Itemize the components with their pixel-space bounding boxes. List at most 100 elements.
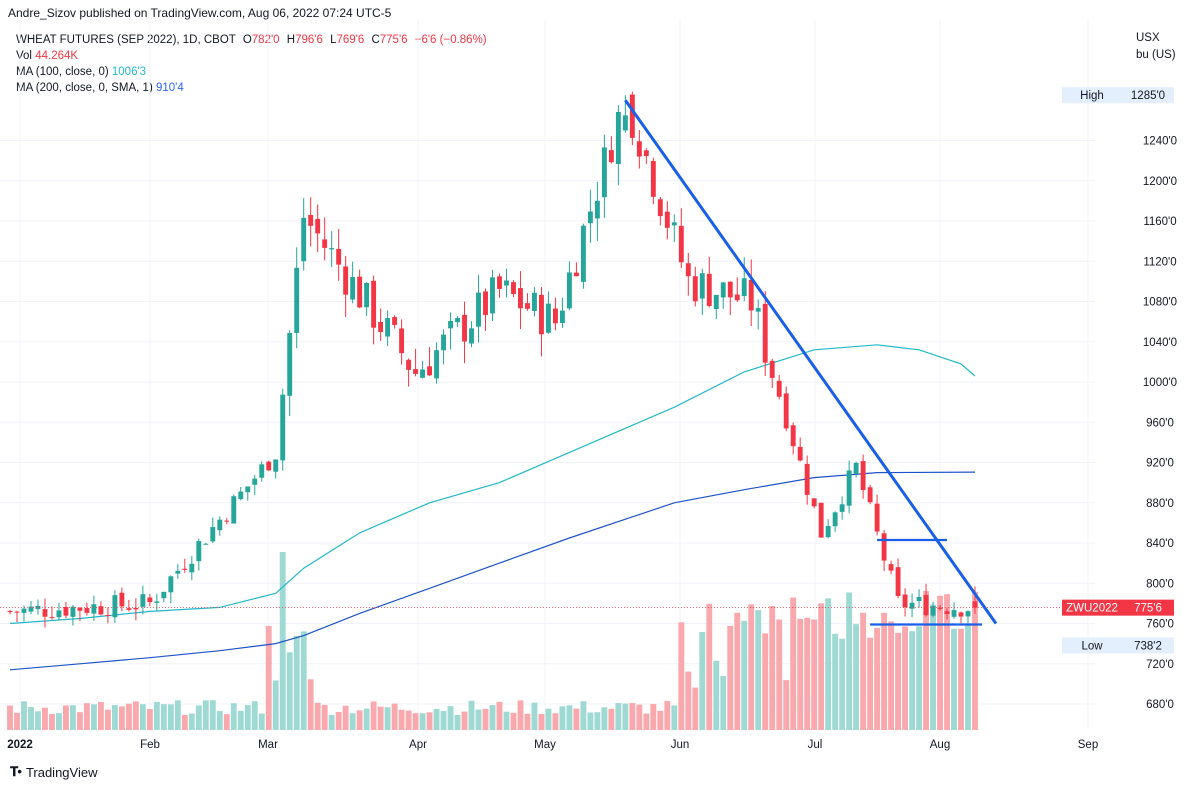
volume-bar [923,591,929,730]
volume-bar [125,703,132,730]
volume-bar [76,712,83,730]
candle-body [385,318,391,337]
candle-body [748,279,754,311]
candle-body [839,504,845,512]
candle-body [944,611,950,615]
volume-bar [776,619,783,730]
candle-body [902,594,908,608]
ma100-line [9,344,976,625]
symbol-title[interactable]: WHEAT FUTURES (SEP 2022), 1D, CBOT [16,34,236,46]
candle-body [490,277,495,314]
candle-body [413,369,419,374]
volume-bar [615,702,622,730]
unit-currency: USX [1136,32,1160,44]
candle-body [238,491,244,500]
legend-ma200-row[interactable]: MA (200, close, 0, SMA, 1) 910'4 [16,80,487,96]
candle-body [378,321,384,332]
high-value: 796'6 [295,34,323,46]
volume-bar [174,700,181,730]
candle-body [210,527,216,542]
candle-body [434,350,440,379]
candle-body [196,541,202,562]
candle-body [98,606,104,615]
candle-body [14,611,20,613]
volume-bar [741,620,748,730]
volume-bar [664,701,671,730]
candle-body [161,591,167,599]
volume-bar [916,626,922,730]
price-label-high: High 1285'0 [1062,87,1174,104]
candle-body [972,601,978,608]
candle-body [371,280,377,328]
candle-body [21,608,27,613]
volume-bar [713,660,720,730]
volume-bar [293,635,300,730]
volume-bar [727,625,734,730]
volume-bar [888,621,895,730]
volume-bar [209,700,216,730]
candle-body [140,594,146,607]
candle-body [916,596,922,602]
candle-body [811,498,817,507]
tradingview-logo-icon: 𝐓• [10,764,22,779]
candle-body [532,292,537,311]
x-tick-label: Feb [140,739,160,751]
volume-bar [265,626,272,730]
candle-body [545,303,551,333]
x-tick-label: Mar [258,739,278,751]
candle-body [713,294,719,310]
candle-body [28,606,34,612]
candle-body [643,150,649,157]
candle-body [35,605,41,610]
candle-body [720,282,726,298]
candle-body [147,597,153,603]
candle-body [699,273,705,299]
trendline [624,99,998,625]
volume-bar [860,612,867,730]
candle-body [301,217,307,262]
candle-body [573,272,579,277]
volume-bar [132,701,139,730]
volume-bar [965,623,971,730]
price-label-name-box [1062,87,1122,104]
candle-body [818,502,824,538]
candle-body [622,115,628,131]
volume-bar [594,712,601,730]
candle-body [860,461,866,491]
low-value: 769'6 [336,34,365,46]
candle-body [965,611,971,617]
candle-body [7,610,13,612]
volume-bar [622,703,629,730]
candle-body [133,608,139,610]
volume-bar [412,713,419,730]
y-tick-label: 880'0 [1146,498,1174,510]
volume-bar [545,708,552,730]
volume-bar [573,708,580,730]
candle-body [462,314,467,342]
volume-bar [167,704,174,730]
y-tick-label: 1200'0 [1143,176,1177,188]
volume-bar [356,710,363,730]
candle-body [406,359,412,370]
legend-ma100-row[interactable]: MA (100, close, 0) 1006'3 [16,64,487,80]
volume-bar [678,622,685,730]
y-tick-label: 960'0 [1146,417,1174,429]
volume-bar [629,703,636,730]
volume-bar [867,637,874,730]
price-label-zwu2022: ZWU2022 775'6 [1062,599,1174,616]
volume-bar [769,606,776,730]
candle-body [776,380,782,397]
volume-bar [335,711,342,730]
tradingview-brand[interactable]: 𝐓• TradingView [10,764,97,780]
candle-body [189,563,195,573]
candle-body [559,310,565,323]
volume-bar [937,595,943,730]
candle-body [322,239,328,248]
price-label-value-box [1122,637,1174,654]
volume-bar [839,638,846,730]
candle-body [42,609,48,617]
candle-body [56,610,62,618]
price-label-name: High [1080,90,1104,102]
volume-bar [146,709,153,730]
